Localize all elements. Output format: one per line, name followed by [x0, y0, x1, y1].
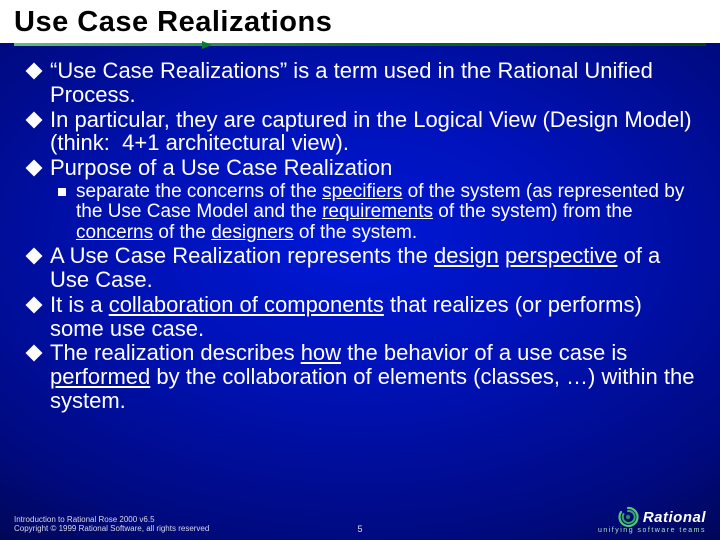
underlined-text: collaboration of components — [109, 292, 384, 317]
title-bar: Use Case Realizations — [0, 0, 720, 43]
underlined-text: perspective — [505, 243, 618, 268]
sub-bullet-list: separate the concerns of the specifiers … — [50, 182, 698, 244]
bullet-item: In particular, they are captured in the … — [22, 108, 698, 156]
logo-tagline: unifying software teams — [598, 527, 706, 534]
bullet-text: Purpose of a Use Case Realization — [50, 155, 392, 180]
text-run: of the system. — [294, 222, 418, 243]
page-number: 5 — [357, 524, 362, 534]
underlined-text: requirements — [322, 201, 433, 222]
divider-arrow-icon — [202, 41, 212, 49]
footer-logo-block: Rational unifying software teams — [598, 506, 706, 534]
bullet-item: A Use Case Realization represents the de… — [22, 244, 698, 292]
rational-logo-icon — [617, 506, 639, 528]
bullet-list: “Use Case Realizations” is a term used i… — [22, 59, 698, 413]
divider — [14, 43, 706, 53]
slide-body: “Use Case Realizations” is a term used i… — [0, 59, 720, 413]
bullet-item: It is a collaboration of components that… — [22, 293, 698, 341]
divider-line — [14, 43, 706, 46]
bullet-item: “Use Case Realizations” is a term used i… — [22, 59, 698, 107]
text-run: of the system) from the — [433, 201, 633, 222]
text-run: A Use Case Realization represents the — [50, 243, 434, 268]
underlined-text: designers — [211, 222, 293, 243]
logo-row: Rational — [617, 506, 706, 528]
text-run: The realization describes — [50, 340, 301, 365]
text-run: the behavior of a use case is — [341, 340, 627, 365]
underlined-text: performed — [50, 364, 150, 389]
footer-credits: Introduction to Rational Rose 2000 v6.5 … — [14, 515, 209, 534]
bullet-item: Purpose of a Use Case Realization separa… — [22, 156, 698, 243]
bullet-text: “Use Case Realizations” is a term used i… — [50, 58, 653, 107]
logo-text: Rational — [643, 509, 706, 526]
sub-bullet-item: separate the concerns of the specifiers … — [50, 182, 698, 244]
footer: Introduction to Rational Rose 2000 v6.5 … — [14, 506, 706, 534]
text-run: It is a — [50, 292, 109, 317]
text-run: of the — [153, 222, 211, 243]
footer-line2: Copyright © 1999 Rational Software, all … — [14, 524, 209, 534]
underlined-text: design — [434, 243, 499, 268]
footer-line1: Introduction to Rational Rose 2000 v6.5 — [14, 515, 209, 525]
bullet-item: The realization describes how the behavi… — [22, 341, 698, 412]
underlined-text: concerns — [76, 222, 153, 243]
underlined-text: how — [301, 340, 341, 365]
slide-title: Use Case Realizations — [14, 6, 706, 39]
underlined-text: specifiers — [322, 181, 402, 202]
bullet-text: In particular, they are captured in the … — [50, 107, 692, 156]
text-run: separate the concerns of the — [76, 181, 322, 202]
